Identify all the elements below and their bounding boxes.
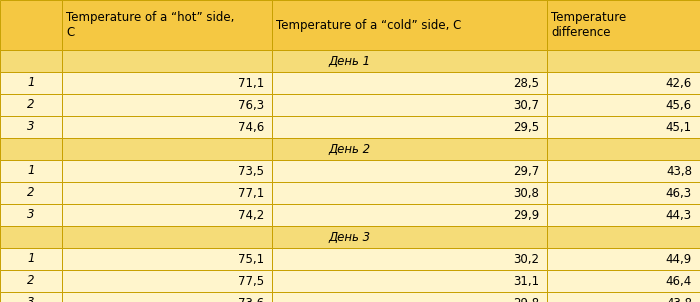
Bar [0,292,62,302]
Bar [272,204,547,226]
Bar [0,226,700,248]
Text: День 1: День 1 [329,54,371,68]
Text: 29,8: 29,8 [513,297,539,302]
Text: 42,6: 42,6 [666,76,692,89]
Text: 73,6: 73,6 [238,297,264,302]
Bar [547,50,700,72]
Bar [547,94,700,116]
Bar [547,292,700,302]
Text: 3: 3 [27,208,35,221]
Text: 30,7: 30,7 [513,98,539,111]
Bar [272,138,547,160]
Bar [547,270,700,292]
Bar [547,248,700,270]
Bar [547,226,700,248]
Text: День 3: День 3 [329,230,371,243]
Text: 2: 2 [27,98,35,111]
Bar [272,0,547,50]
Bar [62,204,272,226]
Bar [547,138,700,160]
Bar [272,72,547,94]
Bar [0,248,62,270]
Bar [62,50,272,72]
Bar [272,160,547,182]
Text: 1: 1 [27,252,35,265]
Text: Temperature
difference: Temperature difference [551,11,626,40]
Text: 76,3: 76,3 [238,98,264,111]
Bar [0,138,700,160]
Bar [272,50,547,72]
Bar [62,116,272,138]
Text: 29,9: 29,9 [512,208,539,221]
Text: 1: 1 [27,76,35,89]
Text: 29,5: 29,5 [513,120,539,133]
Text: 30,8: 30,8 [513,187,539,200]
Bar [272,116,547,138]
Bar [0,50,700,72]
Bar [62,72,272,94]
Bar [62,138,272,160]
Bar [0,226,62,248]
Text: 3: 3 [27,297,35,302]
Bar [0,270,62,292]
Bar [0,0,62,50]
Text: 2: 2 [27,187,35,200]
Bar [272,292,547,302]
Text: 74,2: 74,2 [238,208,264,221]
Text: 3: 3 [27,120,35,133]
Text: 29,7: 29,7 [512,165,539,178]
Bar [0,138,62,160]
Bar [62,0,272,50]
Text: 74,6: 74,6 [238,120,264,133]
Text: Temperature of a “hot” side,
C: Temperature of a “hot” side, C [66,11,234,40]
Bar [0,116,62,138]
Bar [62,182,272,204]
Text: 75,1: 75,1 [238,252,264,265]
Bar [0,204,62,226]
Bar [547,72,700,94]
Bar [547,116,700,138]
Text: 71,1: 71,1 [238,76,264,89]
Bar [0,160,62,182]
Bar [62,160,272,182]
Bar [0,50,62,72]
Bar [272,182,547,204]
Bar [0,72,62,94]
Bar [272,270,547,292]
Text: 45,1: 45,1 [666,120,692,133]
Text: 2: 2 [27,275,35,288]
Bar [272,248,547,270]
Text: 77,5: 77,5 [238,275,264,288]
Text: 77,1: 77,1 [238,187,264,200]
Bar [547,0,700,50]
Bar [0,182,62,204]
Bar [272,94,547,116]
Text: 30,2: 30,2 [513,252,539,265]
Text: 44,9: 44,9 [666,252,692,265]
Bar [62,292,272,302]
Text: 1: 1 [27,165,35,178]
Bar [547,204,700,226]
Text: 31,1: 31,1 [513,275,539,288]
Text: 44,3: 44,3 [666,208,692,221]
Bar [62,270,272,292]
Bar [62,226,272,248]
Text: 73,5: 73,5 [238,165,264,178]
Text: День 2: День 2 [329,143,371,156]
Bar [272,226,547,248]
Text: Temperature of a “cold” side, C: Temperature of a “cold” side, C [276,18,461,31]
Text: 45,6: 45,6 [666,98,692,111]
Text: 46,3: 46,3 [666,187,692,200]
Bar [547,160,700,182]
Text: 46,4: 46,4 [666,275,692,288]
Bar [62,94,272,116]
Text: 43,8: 43,8 [666,297,692,302]
Bar [62,248,272,270]
Bar [547,182,700,204]
Bar [0,94,62,116]
Text: 28,5: 28,5 [513,76,539,89]
Text: 43,8: 43,8 [666,165,692,178]
